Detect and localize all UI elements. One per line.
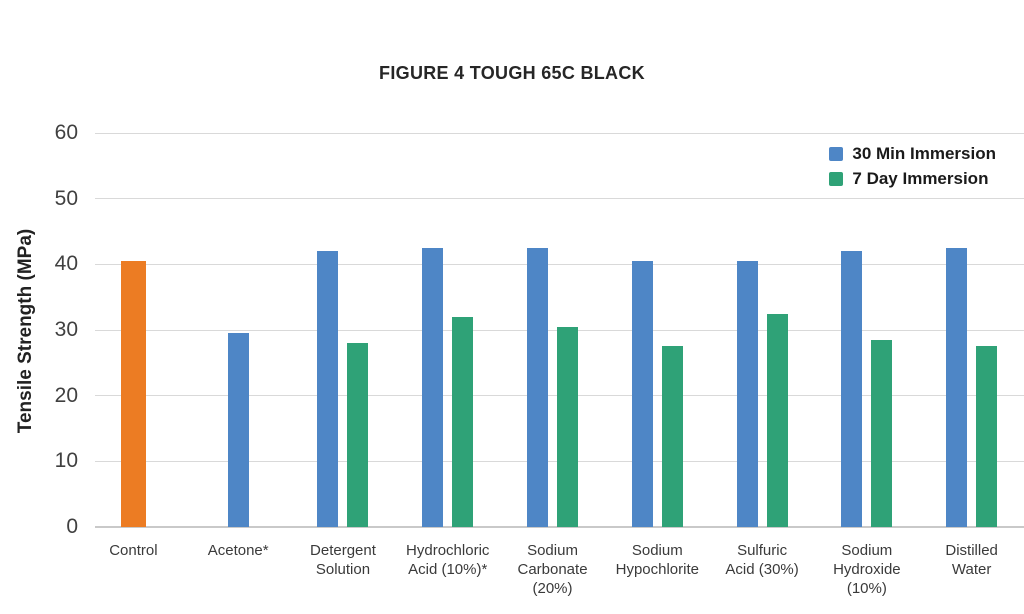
bar-group-control xyxy=(81,261,186,527)
bar-30-min-immersion-sodium-hydroxide-10 xyxy=(841,251,863,527)
x-label-hydrochloric-acid-10: Hydrochloric Acid (10%)* xyxy=(406,542,490,578)
x-axis-category-labels: Control Acetone* Detergent Solution Hydrochl… xyxy=(81,541,1024,598)
bar-group-acetone xyxy=(186,333,291,527)
y-tick-label-50: 50 xyxy=(54,186,78,210)
bar-7-day-immersion-sodium-hydroxide-10 xyxy=(871,339,893,527)
bar-group-sulfuric-acid-30 xyxy=(710,261,815,527)
bar-group-sodium-hydroxide-10 xyxy=(814,251,919,527)
bar-7-day-immersion-sodium-carbonate-20 xyxy=(557,326,579,527)
bar-7-day-immersion-detergent-solution xyxy=(347,343,369,527)
bar-30-min-immersion-sodium-hypochlorite xyxy=(631,261,653,527)
x-label-sulfuric-acid-30: Sulfuric Acid (30%) xyxy=(725,542,799,578)
category-acetone xyxy=(186,133,291,527)
x-label-distilled-water: Distilled Water xyxy=(945,542,998,578)
category-distilled-water xyxy=(919,133,1024,527)
legend-item-30-min-immersion: 30 Min Immersion xyxy=(829,144,996,164)
category-sodium-hypochlorite xyxy=(605,133,710,527)
x-label-acetone: Acetone* xyxy=(207,542,269,559)
bar-7-day-immersion-sodium-hypochlorite xyxy=(661,346,683,527)
chart-title: FIGURE 4 TOUGH 65C BLACK xyxy=(379,63,645,83)
legend-label: 7 Day Immersion xyxy=(852,169,989,188)
bar-group-sodium-carbonate-20 xyxy=(500,247,605,527)
gridline-40 xyxy=(95,263,1024,265)
bar-30-min-immersion-distilled-water xyxy=(946,247,968,527)
y-tick-label-10: 10 xyxy=(54,449,78,473)
bar-7-day-immersion-sulfuric-acid-30 xyxy=(766,313,788,527)
bar-group-hydrochloric-acid-10 xyxy=(395,247,500,527)
bar-7-day-immersion-distilled-water xyxy=(976,346,998,527)
legend-swatch-icon xyxy=(829,172,844,186)
category-hydrochloric-acid-10 xyxy=(395,133,500,527)
bar-30-min-immersion-sulfuric-acid-30 xyxy=(736,261,758,527)
y-tick-label-0: 0 xyxy=(66,515,78,538)
x-label-detergent-solution: Detergent Solution xyxy=(310,542,376,578)
y-axis-tick-labels: 60 50 40 30 20 10 0 xyxy=(0,121,78,538)
bar-30-min-immersion-acetone xyxy=(227,333,249,527)
category-sodium-hydroxide-10 xyxy=(814,133,919,527)
category-control xyxy=(81,133,186,527)
bar-group-distilled-water xyxy=(919,247,1024,527)
category-detergent-solution xyxy=(291,133,396,527)
gridline-50 xyxy=(95,198,1024,200)
gridline-60 xyxy=(95,132,1024,134)
category-sulfuric-acid-30 xyxy=(710,133,815,527)
category-sodium-carbonate-20 xyxy=(500,133,605,527)
x-axis-baseline xyxy=(95,526,1024,528)
bar-30-min-immersion-control xyxy=(120,261,146,527)
y-tick-label-30: 30 xyxy=(54,318,78,341)
y-tick-label-20: 20 xyxy=(54,383,78,407)
x-label-sodium-hypochlorite: Sodium Hypochlorite xyxy=(615,542,699,578)
bar-30-min-immersion-hydrochloric-acid-10 xyxy=(422,247,444,527)
bar-group-detergent-solution xyxy=(291,251,396,527)
bar-30-min-immersion-detergent-solution xyxy=(317,251,339,527)
legend: 30 Min Immersion 7 Day Immersion xyxy=(829,144,996,189)
legend-item-7-day-immersion: 7 Day Immersion xyxy=(829,169,996,189)
y-tick-label-40: 40 xyxy=(54,252,78,276)
x-label-control: Control xyxy=(109,542,158,559)
x-label-sodium-hydroxide-10: Sodium Hydroxide (10%) xyxy=(833,542,901,597)
y-tick-label-60: 60 xyxy=(54,121,78,144)
bar-7-day-immersion-hydrochloric-acid-10 xyxy=(452,316,474,527)
bar-30-min-immersion-sodium-carbonate-20 xyxy=(527,247,549,527)
x-label-sodium-carbonate-20: Sodium Carbonate (20%) xyxy=(517,542,588,597)
legend-swatch-icon xyxy=(829,147,844,161)
bar-group-sodium-hypochlorite xyxy=(605,261,710,527)
legend-label: 30 Min Immersion xyxy=(852,144,996,163)
bars-container xyxy=(81,133,1024,527)
